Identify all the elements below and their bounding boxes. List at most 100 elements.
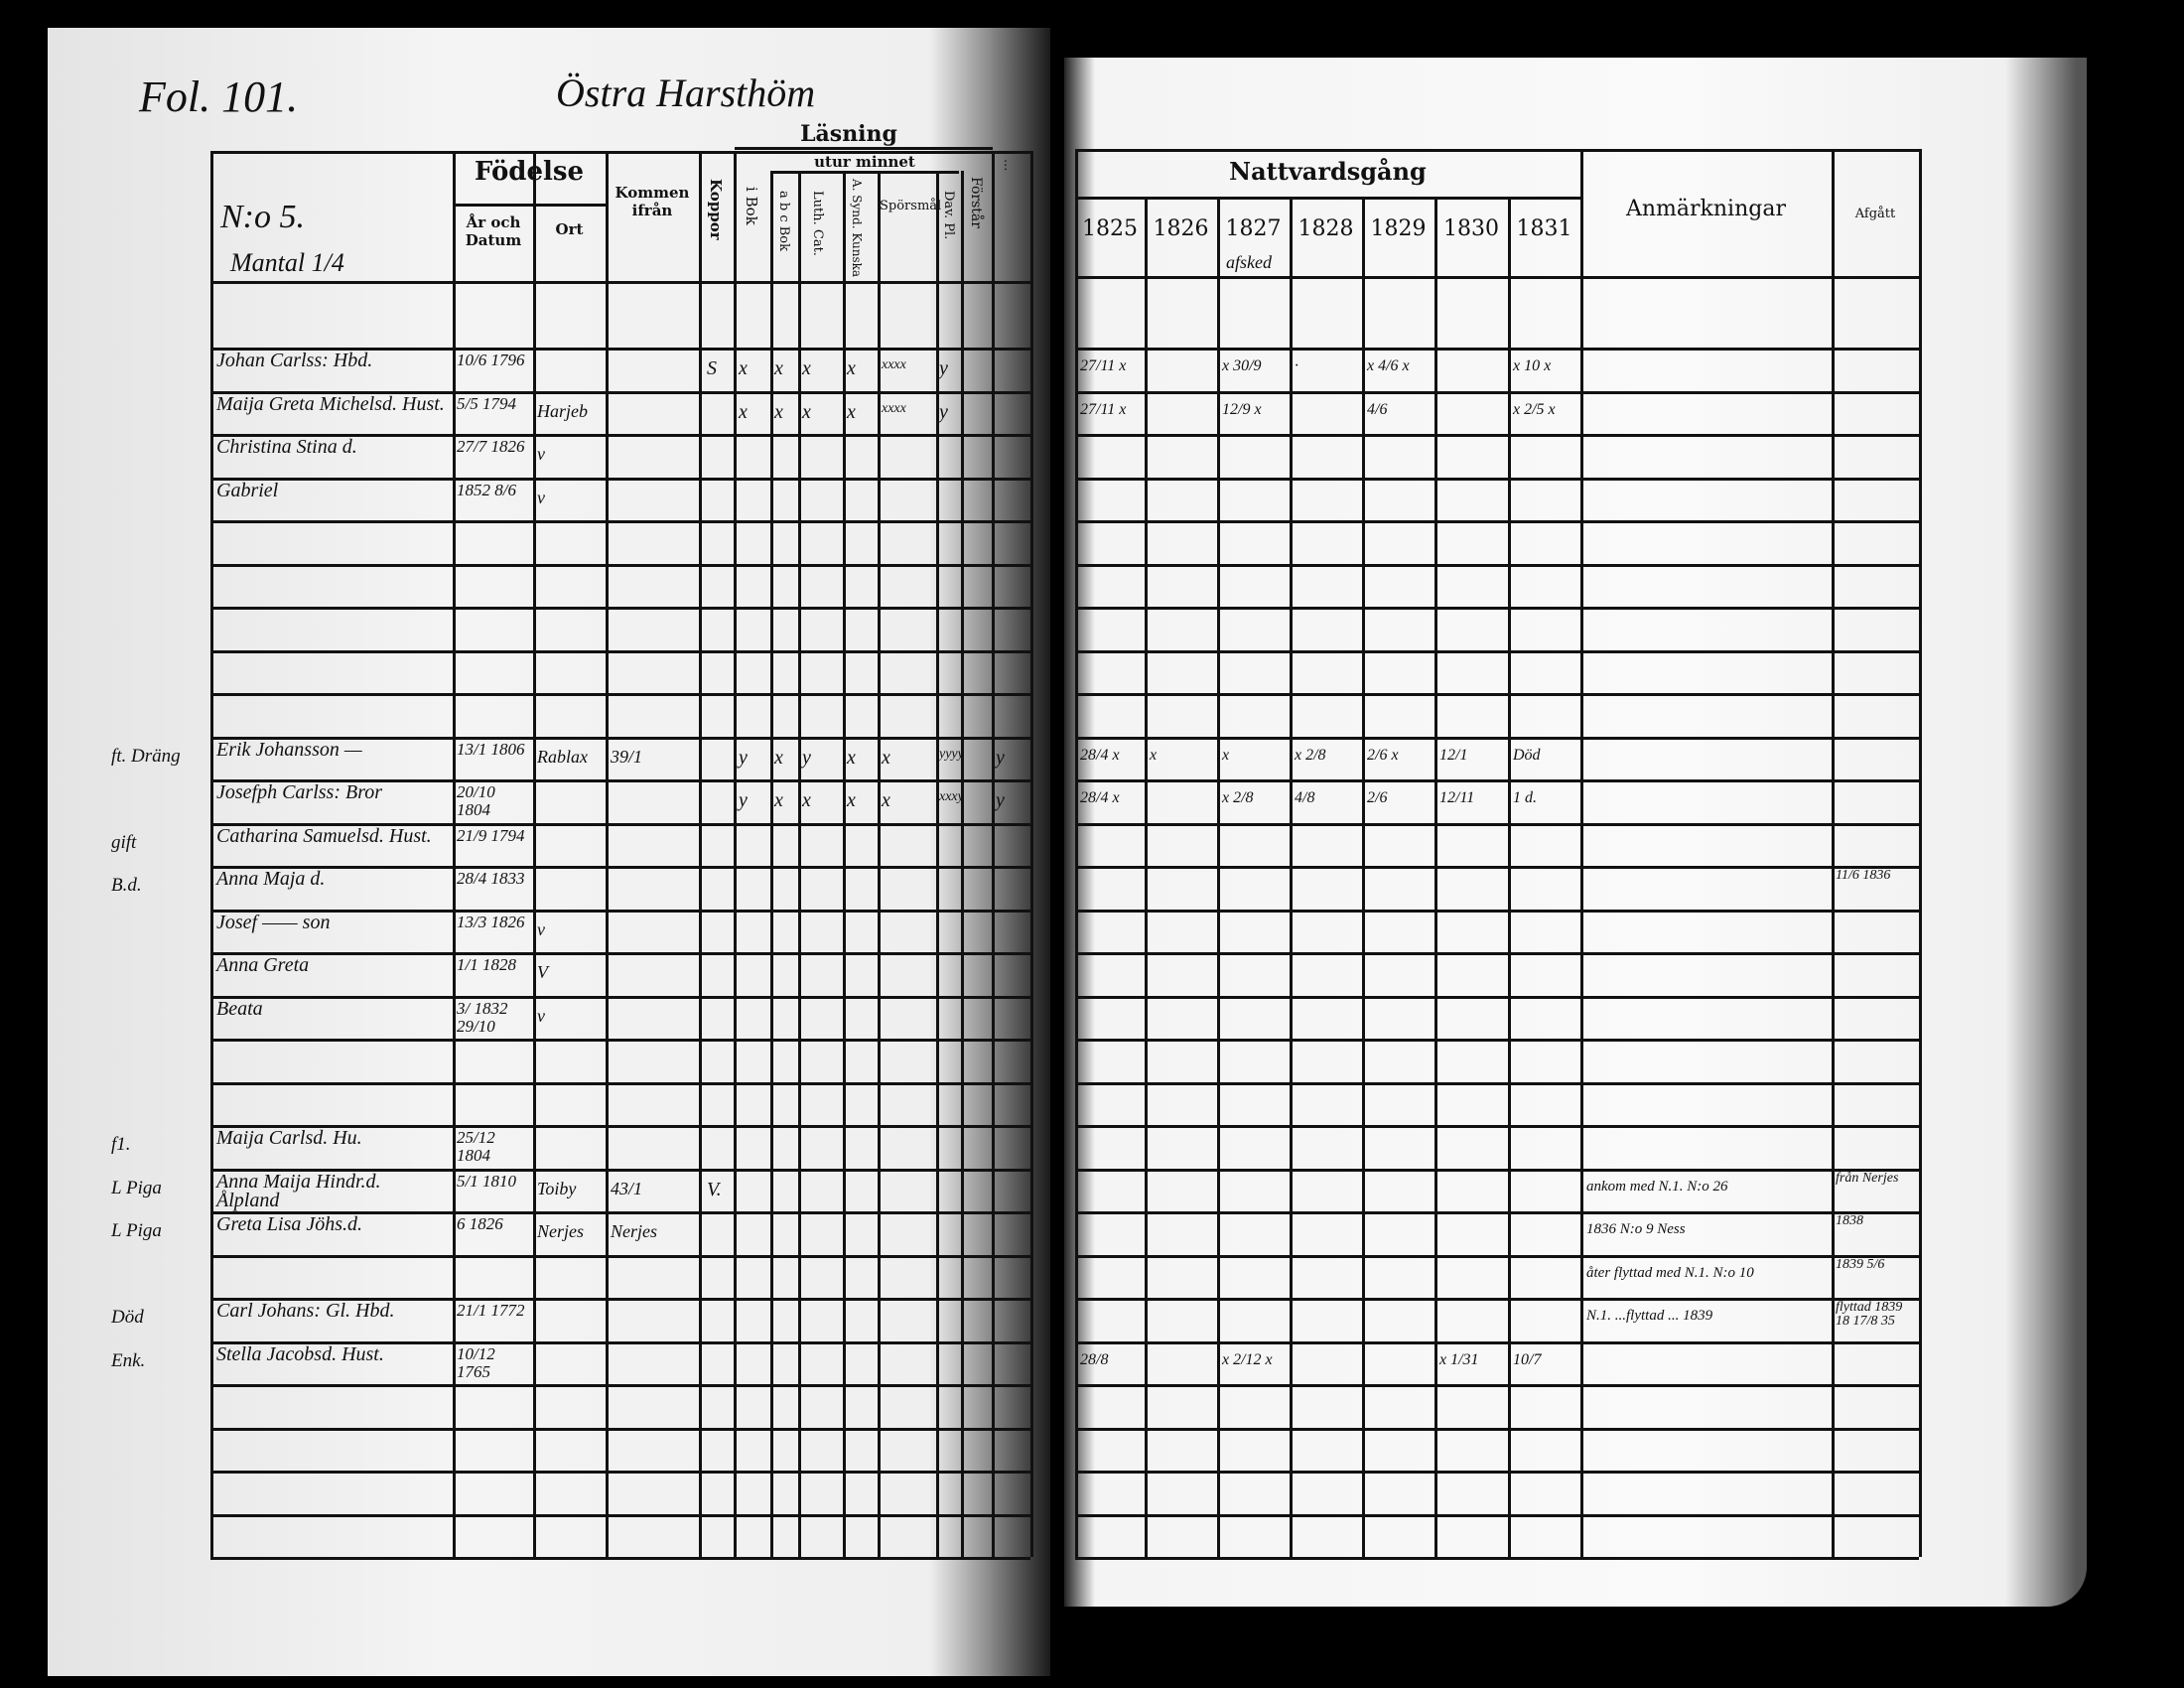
row-line [210,1340,1030,1344]
birth-date: 10/6 1796 [457,351,525,369]
column-line [1030,151,1033,1557]
row-line [1075,607,1919,610]
birth-date: 13/1 1806 [457,739,525,759]
row-line [210,1513,1030,1517]
reading-mark: xxxx [882,400,906,416]
birth-place: v [537,444,545,464]
row-line [210,1039,1030,1042]
row-line [210,1557,1030,1560]
communion-entry: x 2/12 x [1222,1350,1273,1368]
row-line [210,1384,1030,1387]
reading-mark: x [802,789,811,811]
row-line [210,866,1030,869]
header-koppor: Koppor [707,179,725,240]
departure-note: flyttad 1839 18 17/8 35 [1836,1300,1903,1329]
row-line [1075,693,1919,696]
row-line [1075,1168,1919,1172]
row-line [210,649,1030,653]
communion-entry: x 2/5 x [1513,400,1556,418]
table-top-border [210,151,1030,154]
reading-mark: x [847,789,856,811]
birth-place: Nerjes [537,1221,584,1241]
column-line [1362,199,1365,1557]
reading-mark: x [774,789,783,811]
margin-note: ft. Dräng [111,745,181,767]
row-line [210,434,1030,437]
row-line [210,909,1030,913]
birth-place: V [537,962,548,982]
reading-mark: x [774,746,783,769]
person-name: Anna Greta [216,954,310,976]
came-from: 39/1 [611,746,643,767]
row-line [210,1081,1030,1085]
reading-mark: y [996,746,1005,769]
communion-entry: 28/8 [1080,1350,1109,1368]
row-line [210,693,1030,696]
column-line [453,151,456,1557]
person-name: Stella Jacobsd. Hust. [216,1342,384,1365]
row-line [1075,434,1919,437]
remark: åter flyttad med N.1. N:o 10 [1586,1264,1754,1281]
column-line [699,151,702,1557]
column-line [1217,199,1220,1557]
place-heading: Östra Harsthöm [556,70,816,115]
header-fodelse: Födelse [474,157,585,187]
communion-entry: x 2/8 [1295,746,1326,764]
reading-mark: x [739,357,748,379]
person-name: Maija Greta Michelsd. Hust. [216,392,445,415]
header-sporsmal: Spörsmål [880,199,942,213]
came-from: 43/1 [611,1178,643,1198]
birth-date: 28/4 1833 [457,869,525,888]
communion-entry: 1 d. [1513,789,1537,806]
column-line [1145,199,1148,1557]
fodelse-divider [453,204,606,207]
column-line [1580,149,1583,1557]
birth-date: 1/1 1828 [457,955,516,974]
person-name: Anna Maija Hindr.d. Ålpland [216,1170,381,1211]
row-line [1075,563,1919,567]
row-line [1075,1125,1919,1128]
row-line [210,995,1030,999]
birth-place: v [537,1005,545,1026]
row-line [210,952,1030,955]
reading-mark: x [882,789,890,811]
margin-note: B.d. [111,875,142,896]
lasning-divider [735,147,993,150]
row-line [210,1168,1030,1172]
remark: N.1. ...flyttad ... 1839 [1586,1308,1713,1324]
column-line [210,151,213,1557]
reading-mark: y [939,400,948,423]
departure-note: från Nerjes [1836,1170,1899,1186]
column-line [992,151,995,1557]
header-kommen-ifran: Kommen ifrån [614,184,690,219]
communion-entry: 27/11 x [1080,357,1127,374]
departure-note: 1839 5/6 [1836,1256,1885,1272]
row-line [1075,1557,1919,1560]
margin-note: L Piga [111,1220,162,1241]
header-utur-minnet: utur minnet [814,153,915,171]
header-bottom-border [210,281,1030,284]
header-bottom-border [1075,276,1919,279]
person-name: Gabriel [216,479,279,501]
row-line [210,1254,1030,1258]
row-line [1075,779,1919,782]
household-number: N:o 5. [220,199,305,235]
remark: 1836 N:o 9 Ness [1586,1221,1686,1237]
reading-mark: xxxx [882,357,906,372]
person-name: Maija Carlsd. Hu. [216,1127,362,1149]
person-name: Josefph Carlss: Bror [216,781,383,803]
communion-entry: x 4/6 x [1367,357,1410,374]
row-line [1075,1211,1919,1214]
row-line [1075,348,1919,351]
header-last-column: ... [1001,159,1016,172]
header-lasning: Läsning [800,121,897,147]
column-line [1508,199,1511,1557]
table-top-border [1075,149,1919,152]
year-header: 1830 [1443,216,1499,241]
column-line [1075,149,1078,1557]
communion-entry: 2/6 [1367,789,1388,806]
year-header: 1831 [1516,216,1572,241]
column-line [533,151,536,1557]
came-from: Nerjes [611,1221,657,1241]
row-line [1075,1254,1919,1258]
